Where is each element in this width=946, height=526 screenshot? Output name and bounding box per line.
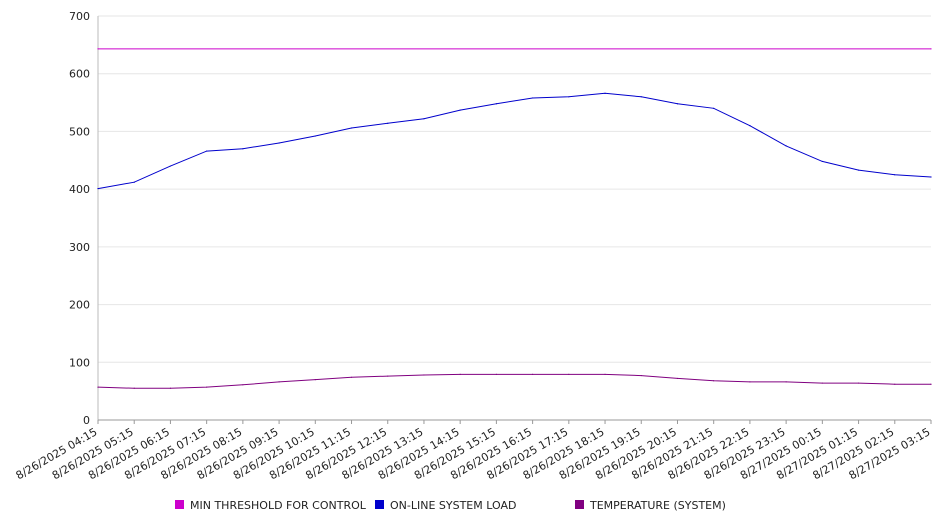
data-point-temperature-system: [495, 373, 497, 376]
legend-swatch-temperature-system: [575, 500, 584, 509]
series-line-temperature-system: [97, 373, 931, 389]
gridlines: [98, 15, 931, 363]
data-point-on-line-system-load: [169, 165, 172, 167]
data-point-temperature-system: [350, 376, 353, 378]
y-tick-label: 500: [69, 125, 90, 138]
data-point-on-line-system-load: [278, 142, 280, 144]
data-point-temperature-system: [713, 380, 715, 382]
y-tick-label: 100: [69, 356, 90, 369]
y-tick-label: 600: [69, 68, 90, 81]
data-point-temperature-system: [206, 386, 208, 388]
data-point-temperature-system: [749, 381, 751, 383]
data-point-on-line-system-load: [314, 135, 316, 137]
data-point-temperature-system: [857, 382, 860, 384]
data-point-on-line-system-load: [133, 181, 135, 183]
data-point-temperature-system: [676, 377, 679, 380]
data-point-on-line-system-load: [894, 174, 896, 176]
axes: [97, 16, 931, 421]
data-point-on-line-system-load: [821, 160, 823, 163]
data-point-on-line-system-load: [387, 122, 389, 124]
data-point-on-line-system-load: [676, 103, 679, 105]
legend-swatch-min-threshold-for-control: [175, 500, 184, 509]
series-line-on-line-system-load: [97, 92, 932, 190]
data-point-on-line-system-load: [713, 107, 715, 109]
y-tick-label: 0: [83, 414, 90, 427]
data-point-temperature-system: [314, 379, 316, 381]
data-point-on-line-system-load: [495, 103, 497, 105]
data-point-temperature-system: [821, 382, 823, 384]
data-point-on-line-system-load: [785, 145, 787, 147]
data-point-temperature-system: [169, 387, 172, 389]
data-point-on-line-system-load: [97, 187, 99, 190]
data-point-on-line-system-load: [930, 176, 932, 178]
data-point-temperature-system: [930, 383, 932, 385]
y-axis-ticks: 0 100 200 300 400 500 600 700: [69, 10, 90, 427]
data-point-on-line-system-load: [568, 96, 570, 98]
series-lines: [97, 48, 932, 389]
data-point-on-line-system-load: [857, 169, 860, 171]
data-point-temperature-system: [894, 383, 896, 385]
y-tick-label: 200: [69, 299, 90, 312]
x-axis-ticks: 8/26/2025 04:158/26/2025 05:158/26/2025 …: [14, 420, 933, 482]
data-point-temperature-system: [640, 374, 642, 377]
data-point-temperature-system: [785, 381, 787, 383]
data-point-on-line-system-load: [242, 148, 244, 150]
data-point-on-line-system-load: [459, 109, 461, 111]
legend-label-min-threshold-for-control: MIN THRESHOLD FOR CONTROL: [190, 499, 367, 512]
legend-label-on-line-system-load: ON-LINE SYSTEM LOAD: [390, 499, 516, 512]
legend: MIN THRESHOLD FOR CONTROL ON-LINE SYSTEM …: [175, 499, 726, 512]
data-point-on-line-system-load: [350, 127, 353, 129]
data-point-temperature-system: [532, 373, 534, 376]
data-point-on-line-system-load: [532, 97, 534, 99]
data-point-temperature-system: [568, 373, 570, 376]
data-point-min-threshold-for-control: [97, 48, 99, 50]
y-tick-label: 300: [69, 241, 90, 254]
data-point-temperature-system: [423, 374, 425, 376]
data-point-min-threshold-for-control: [930, 48, 932, 50]
data-point-temperature-system: [278, 381, 280, 383]
legend-swatch-on-line-system-load: [375, 500, 384, 509]
data-point-temperature-system: [459, 373, 461, 376]
data-point-temperature-system: [133, 387, 135, 389]
data-point-temperature-system: [97, 386, 99, 388]
data-point-temperature-system: [387, 375, 389, 377]
y-tick-label: 400: [69, 183, 90, 196]
data-point-temperature-system: [604, 373, 606, 376]
data-point-on-line-system-load: [423, 118, 425, 120]
data-point-on-line-system-load: [749, 125, 751, 127]
data-point-on-line-system-load: [604, 92, 606, 94]
data-point-temperature-system: [242, 384, 244, 386]
data-point-on-line-system-load: [206, 150, 208, 152]
data-point-on-line-system-load: [640, 96, 642, 98]
legend-label-temperature-system: TEMPERATURE (SYSTEM): [589, 499, 726, 512]
y-tick-label: 700: [69, 10, 90, 23]
